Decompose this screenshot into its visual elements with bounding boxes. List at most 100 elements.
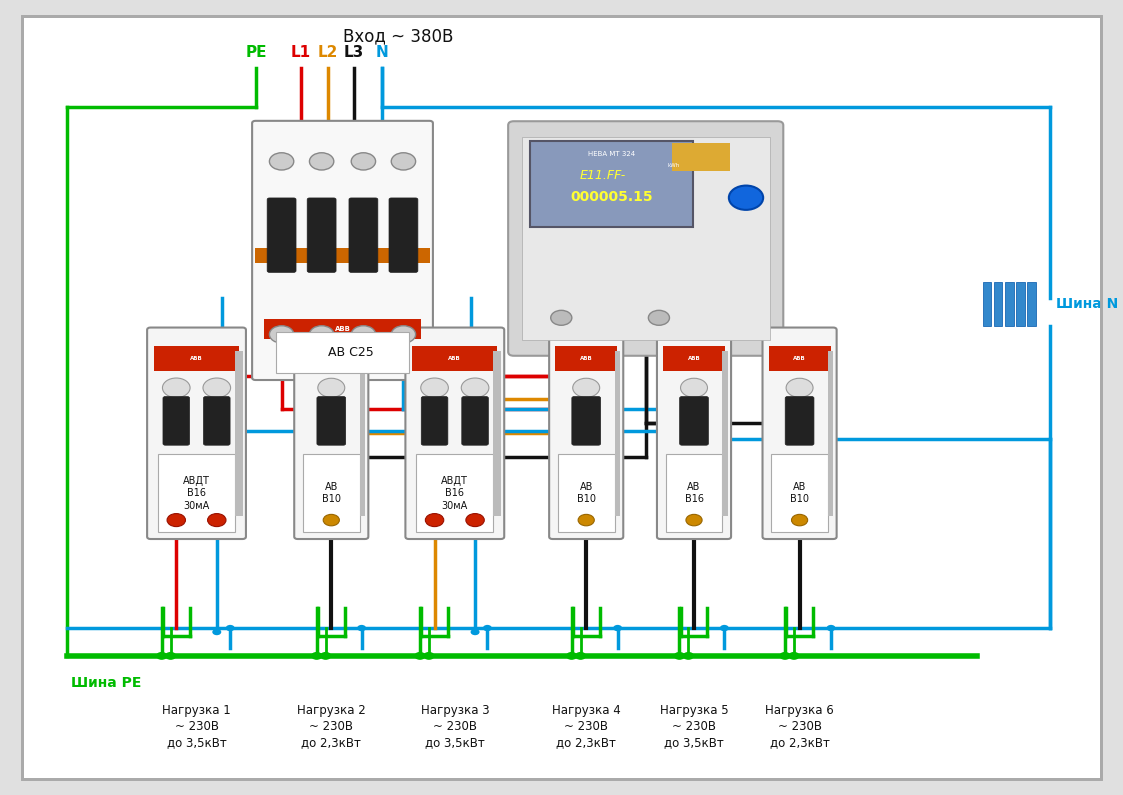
Text: Вход ~ 380В: Вход ~ 380В xyxy=(344,28,454,46)
Circle shape xyxy=(648,310,669,325)
Circle shape xyxy=(212,629,221,635)
Circle shape xyxy=(683,652,694,660)
Circle shape xyxy=(827,625,836,631)
Text: АВДТ
В16
30мА: АВДТ В16 30мА xyxy=(441,475,468,510)
Text: L2: L2 xyxy=(318,45,338,60)
Circle shape xyxy=(792,514,807,525)
Text: N: N xyxy=(375,45,389,60)
Circle shape xyxy=(578,514,594,525)
Circle shape xyxy=(167,514,185,526)
Bar xyxy=(614,351,620,516)
Text: ABB: ABB xyxy=(335,326,350,332)
FancyBboxPatch shape xyxy=(252,121,432,380)
Text: АВ
В10: АВ В10 xyxy=(322,482,340,504)
Circle shape xyxy=(203,378,230,398)
Bar xyxy=(983,282,992,326)
Bar xyxy=(493,351,501,516)
Text: Нагрузка 1
~ 230В
до 3,5кВт: Нагрузка 1 ~ 230В до 3,5кВт xyxy=(162,704,231,750)
Circle shape xyxy=(779,652,791,660)
Circle shape xyxy=(226,625,235,631)
Circle shape xyxy=(483,625,492,631)
Bar xyxy=(412,347,497,371)
FancyBboxPatch shape xyxy=(267,198,296,273)
Circle shape xyxy=(318,378,345,398)
Circle shape xyxy=(320,652,331,660)
Text: Нагрузка 5
~ 230В
до 3,5кВт: Нагрузка 5 ~ 230В до 3,5кВт xyxy=(659,704,729,750)
FancyBboxPatch shape xyxy=(317,397,346,445)
Text: АВДТ
В16
30мА: АВДТ В16 30мА xyxy=(183,475,210,510)
FancyBboxPatch shape xyxy=(163,397,190,445)
Text: Е11.FF-: Е11.FF- xyxy=(581,169,627,182)
FancyBboxPatch shape xyxy=(572,397,601,445)
Bar xyxy=(828,351,833,516)
Text: НЕВА МТ 324: НЕВА МТ 324 xyxy=(587,151,634,157)
FancyBboxPatch shape xyxy=(462,397,489,445)
Bar xyxy=(666,454,722,533)
Text: ABB: ABB xyxy=(325,356,338,362)
Bar xyxy=(264,319,421,339)
Text: Нагрузка 6
~ 230В
до 2,3кВт: Нагрузка 6 ~ 230В до 2,3кВт xyxy=(765,704,834,750)
Circle shape xyxy=(466,514,484,526)
Bar xyxy=(1028,282,1035,326)
Circle shape xyxy=(720,625,729,631)
Circle shape xyxy=(351,153,375,170)
Bar xyxy=(994,282,1003,326)
Text: Нагрузка 2
~ 230В
до 2,3кВт: Нагрузка 2 ~ 230В до 2,3кВт xyxy=(296,704,366,750)
Circle shape xyxy=(674,652,685,660)
Bar xyxy=(672,143,730,171)
FancyBboxPatch shape xyxy=(349,198,377,273)
FancyBboxPatch shape xyxy=(549,328,623,539)
Circle shape xyxy=(462,378,489,398)
Bar xyxy=(276,332,409,373)
Circle shape xyxy=(613,625,622,631)
Bar xyxy=(300,347,363,371)
Bar xyxy=(530,141,693,227)
Bar xyxy=(1005,282,1013,326)
Circle shape xyxy=(165,652,176,660)
Bar xyxy=(158,454,235,533)
FancyBboxPatch shape xyxy=(421,397,448,445)
FancyBboxPatch shape xyxy=(389,198,418,273)
Text: АВ
В10: АВ В10 xyxy=(577,482,595,504)
Circle shape xyxy=(423,652,435,660)
Text: L1: L1 xyxy=(291,45,311,60)
FancyBboxPatch shape xyxy=(203,397,230,445)
Bar xyxy=(417,454,493,533)
Circle shape xyxy=(311,652,322,660)
Bar xyxy=(522,137,769,340)
Text: 000005.15: 000005.15 xyxy=(570,190,652,204)
Text: ABB: ABB xyxy=(579,356,593,362)
Text: АВ С25: АВ С25 xyxy=(328,346,374,359)
FancyBboxPatch shape xyxy=(508,122,784,356)
Text: ABB: ABB xyxy=(190,356,203,362)
Text: L3: L3 xyxy=(344,45,364,60)
Circle shape xyxy=(323,514,339,525)
Bar xyxy=(768,347,831,371)
Circle shape xyxy=(270,326,294,343)
Text: ABB: ABB xyxy=(687,356,701,362)
Circle shape xyxy=(208,514,226,526)
Text: Нагрузка 4
~ 230В
до 2,3кВт: Нагрузка 4 ~ 230В до 2,3кВт xyxy=(551,704,621,750)
Circle shape xyxy=(421,378,448,398)
FancyBboxPatch shape xyxy=(294,328,368,539)
Bar xyxy=(359,351,365,516)
Text: PE: PE xyxy=(245,45,267,60)
FancyBboxPatch shape xyxy=(657,328,731,539)
Circle shape xyxy=(729,185,764,210)
Bar xyxy=(303,454,359,533)
Bar xyxy=(555,347,618,371)
Bar xyxy=(558,454,614,533)
Bar xyxy=(1016,282,1024,326)
Circle shape xyxy=(163,378,190,398)
Text: Нагрузка 3
~ 230В
до 3,5кВт: Нагрузка 3 ~ 230В до 3,5кВт xyxy=(420,704,490,750)
FancyBboxPatch shape xyxy=(785,397,814,445)
Text: kWh: kWh xyxy=(667,163,679,168)
Text: ABB: ABB xyxy=(793,356,806,362)
Circle shape xyxy=(270,153,294,170)
Circle shape xyxy=(357,625,366,631)
Bar xyxy=(235,351,243,516)
Circle shape xyxy=(573,378,600,398)
Circle shape xyxy=(575,652,586,660)
FancyBboxPatch shape xyxy=(679,397,709,445)
Circle shape xyxy=(471,629,480,635)
